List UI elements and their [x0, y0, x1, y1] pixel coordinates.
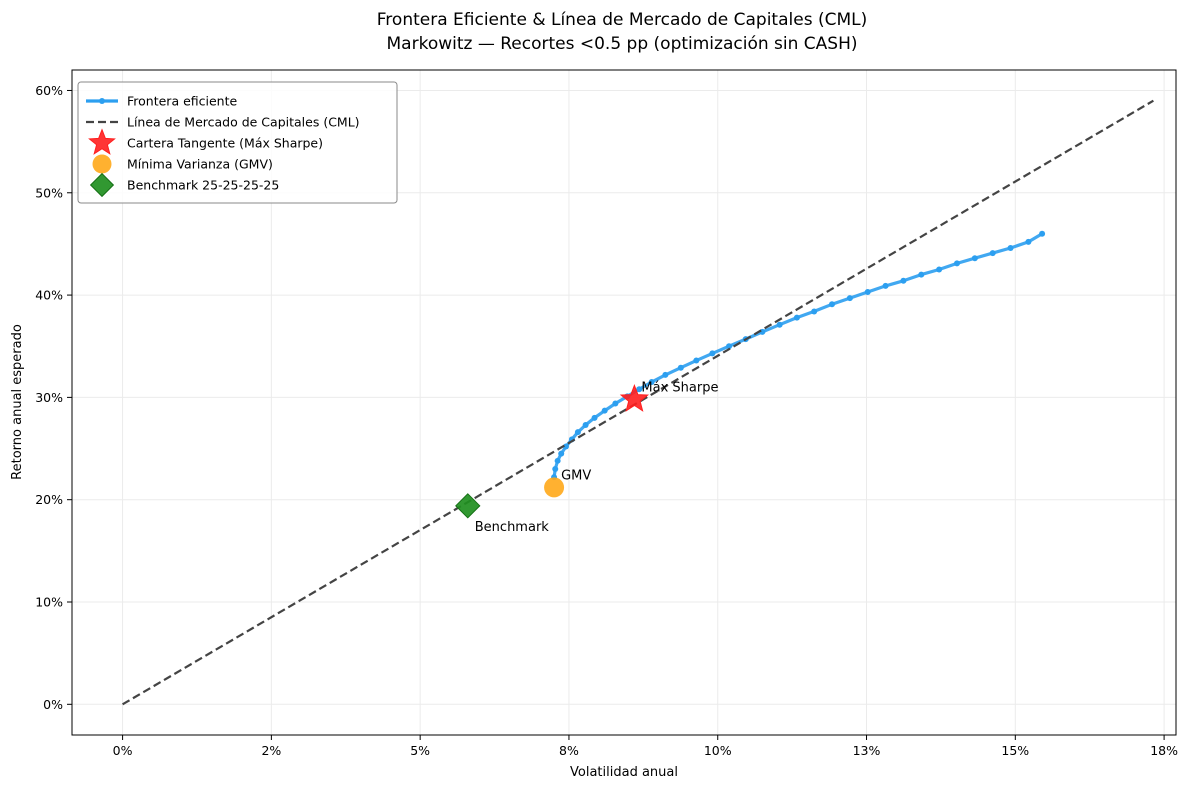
legend-entry-label: Cartera Tangente (Máx Sharpe): [127, 136, 323, 151]
frontier-point: [591, 414, 598, 421]
frontier-point: [726, 343, 733, 350]
frontier-point: [918, 271, 925, 278]
grid: [72, 70, 1176, 735]
frontier-point: [662, 371, 669, 378]
chart-title-line2: Markowitz — Recortes <0.5 pp (optimizaci…: [387, 34, 858, 54]
frontier-point: [574, 429, 581, 436]
frontier-point: [709, 350, 716, 357]
frontier-point: [1025, 238, 1032, 245]
frontier-point: [882, 282, 889, 289]
frontier-point: [1007, 245, 1014, 252]
frontier-point: [829, 301, 836, 308]
frontier-point: [648, 379, 655, 386]
frontier-line: [552, 232, 1043, 478]
x-tick-label: 5%: [410, 743, 430, 758]
annotation-label: GMV: [561, 468, 591, 483]
x-tick-label: 15%: [1001, 743, 1029, 758]
frontier-point: [1039, 230, 1046, 237]
frontier-point: [776, 321, 783, 328]
frontier-point: [601, 407, 608, 414]
frontier-point: [554, 457, 561, 464]
legend-entry-label: Frontera eficiente: [127, 94, 238, 109]
annotations: Máx Sharpe GMV Benchmark: [475, 380, 719, 534]
legend-box: [77, 81, 398, 204]
frontier-point: [558, 450, 565, 457]
y-tick-label: 20%: [35, 492, 63, 507]
chart-title-line1: Frontera Eficiente & Línea de Mercado de…: [377, 10, 867, 30]
legend-entry-label: Línea de Mercado de Capitales (CML): [127, 115, 360, 130]
frontier-point: [846, 295, 853, 302]
frontier-point: [677, 364, 684, 371]
y-tick-label: 10%: [35, 595, 63, 610]
legend-entry-label: Mínima Varianza (GMV): [127, 157, 273, 172]
gmv-circle-marker: [92, 154, 112, 174]
x-tick-label: 18%: [1150, 743, 1178, 758]
annotation-label: Máx Sharpe: [641, 380, 718, 395]
x-tick-label: 2%: [261, 743, 281, 758]
plot-area: [122, 99, 1154, 706]
frontier-point: [552, 466, 559, 472]
x-tick-label: 10%: [704, 743, 732, 758]
benchmark-diamond-marker: [455, 493, 481, 519]
x-axis-label: Volatilidad anual: [570, 765, 678, 780]
x-tick-label: 13%: [853, 743, 881, 758]
x-tick-label: 0%: [113, 743, 133, 758]
y-tick-label: 50%: [35, 185, 63, 200]
frontier-point: [793, 314, 800, 321]
y-tick-label: 40%: [35, 288, 63, 303]
y-tick-label: 30%: [35, 390, 63, 405]
frontier-point: [562, 443, 569, 450]
benchmark-diamond-marker: [89, 172, 115, 198]
frontier-point: [989, 250, 996, 257]
y-tick-label: 60%: [35, 83, 63, 98]
cml-line: [122, 99, 1154, 706]
tangent-star-marker: [88, 128, 116, 155]
ticks: 0% 2% 5% 8% 10% 13% 15% 18% 0% 10% 20% 30% 40% 50% 60%: [35, 83, 1178, 758]
frontier-point: [953, 260, 960, 267]
tangent-star-marker: [619, 383, 650, 412]
frontier-point: [811, 308, 818, 315]
y-tick-label: 0%: [43, 697, 63, 712]
legend-frontier-dot: [99, 98, 105, 104]
frontier-point: [900, 277, 907, 284]
frontier-point: [936, 266, 943, 273]
frontier-point: [971, 255, 978, 262]
legend-entry-label: Benchmark 25-25-25-25: [127, 178, 279, 193]
annotation-label: Benchmark: [475, 520, 550, 535]
legend: Frontera eficiente Línea de Mercado de Ca…: [77, 81, 398, 204]
frontier-point: [612, 400, 619, 407]
frontier-point: [582, 422, 589, 429]
x-tick-label: 8%: [559, 743, 579, 758]
frontier-point: [636, 386, 643, 393]
plot-frame: [71, 69, 1177, 736]
frontier-point: [693, 357, 700, 364]
y-axis-label: Retorno anual esperado: [10, 324, 25, 480]
gmv-circle-marker: [544, 477, 565, 498]
frontier-point: [864, 289, 871, 296]
